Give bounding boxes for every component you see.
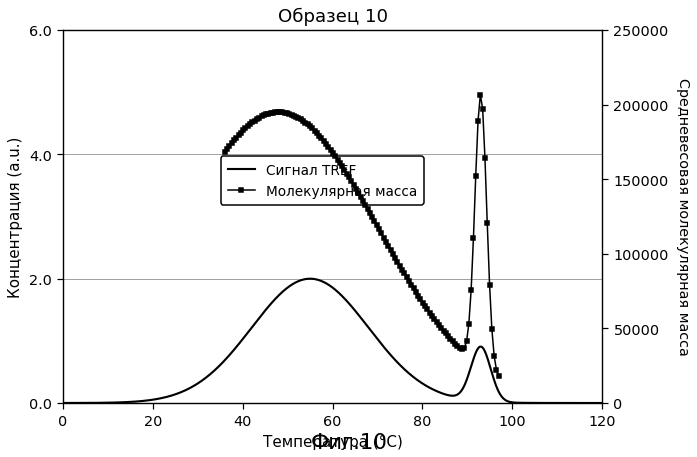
Молекулярная масса <box>436 325 445 331</box>
Y-axis label: Концентрация (a.u.): Концентрация (a.u.) <box>8 137 22 298</box>
Сигнал TREF <box>289 282 297 287</box>
Сигнал TREF <box>120 399 128 405</box>
Сигнал TREF <box>266 303 274 308</box>
Сигнал TREF <box>597 400 606 406</box>
Молекулярная масса <box>494 374 503 379</box>
Молекулярная масса <box>372 223 381 228</box>
Line: Молекулярная масса: Молекулярная масса <box>222 93 500 379</box>
Молекулярная масса <box>220 150 229 156</box>
Молекулярная масса <box>487 327 496 332</box>
Сигнал TREF <box>587 400 595 406</box>
Молекулярная масса <box>476 92 484 98</box>
Legend: Сигнал TREF, Молекулярная масса: Сигнал TREF, Молекулярная масса <box>220 157 423 205</box>
Молекулярная масса <box>294 116 302 121</box>
X-axis label: Температура (°C): Температура (°C) <box>262 435 402 449</box>
Title: Образец 10: Образец 10 <box>277 8 388 26</box>
Сигнал TREF <box>529 400 537 406</box>
Сигнал TREF <box>152 397 160 402</box>
Молекулярная масса <box>278 110 286 116</box>
Молекулярная масса <box>409 286 418 292</box>
Сигнал TREF <box>59 400 67 406</box>
Сигнал TREF <box>306 276 314 282</box>
Text: Фиг.10: Фиг.10 <box>310 432 387 452</box>
Y-axis label: Средневесовая молекулярная масса: Средневесовая молекулярная масса <box>675 78 689 356</box>
Line: Сигнал TREF: Сигнал TREF <box>63 279 602 403</box>
